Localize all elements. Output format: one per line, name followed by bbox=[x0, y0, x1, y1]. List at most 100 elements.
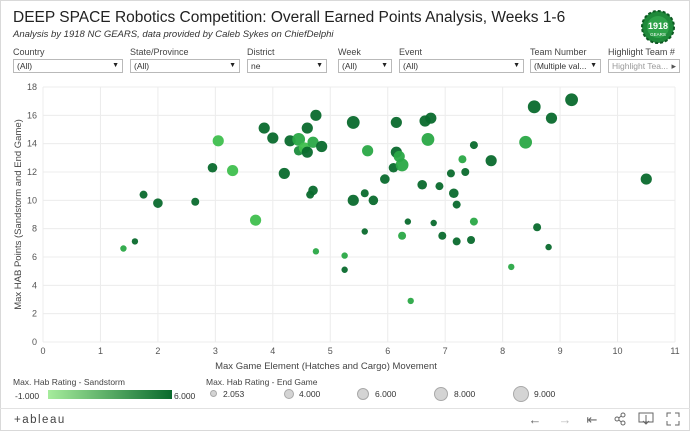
scatter-point bbox=[139, 190, 148, 199]
chevron-down-icon: ▼ bbox=[381, 62, 388, 69]
dropdown-value: (All) bbox=[342, 61, 358, 71]
y-tick-label: 6 bbox=[32, 252, 37, 262]
chevron-down-icon: ▼ bbox=[316, 62, 323, 69]
x-tick-label: 5 bbox=[328, 346, 333, 356]
size-circle bbox=[434, 387, 448, 401]
scatter-point bbox=[449, 188, 459, 199]
scatter-point bbox=[421, 133, 435, 146]
district-dropdown[interactable]: ne ▼ bbox=[247, 59, 327, 73]
input-placeholder: Highlight Tea... bbox=[612, 61, 669, 71]
scatter-point bbox=[368, 195, 379, 206]
scatter-point bbox=[469, 217, 478, 226]
dropdown-value: (All) bbox=[134, 61, 150, 71]
fullscreen-icon[interactable] bbox=[665, 412, 681, 428]
filter-label: Week bbox=[338, 47, 361, 57]
y-tick-label: 14 bbox=[27, 139, 37, 149]
scatter-point bbox=[446, 169, 455, 178]
x-tick-label: 9 bbox=[558, 346, 563, 356]
scatter-point bbox=[485, 155, 497, 167]
scatter-point bbox=[452, 237, 461, 246]
scatter-point bbox=[308, 185, 318, 196]
team-number-dropdown[interactable]: (Multiple val... ▼ bbox=[530, 59, 601, 73]
y-tick-label: 12 bbox=[27, 167, 37, 177]
scatter-point bbox=[362, 145, 374, 157]
scatter-point bbox=[347, 194, 359, 206]
dropdown-value: (Multiple val... bbox=[534, 61, 587, 71]
redo-icon[interactable]: → bbox=[558, 412, 572, 427]
x-tick-label: 8 bbox=[500, 346, 505, 356]
scatter-point bbox=[519, 135, 533, 149]
y-tick-label: 10 bbox=[27, 195, 37, 205]
x-tick-label: 10 bbox=[613, 346, 623, 356]
x-tick-label: 2 bbox=[155, 346, 160, 356]
dropdown-value: ne bbox=[251, 61, 261, 71]
scatter-point bbox=[545, 243, 552, 251]
scatter-point bbox=[312, 248, 320, 255]
x-tick-label: 0 bbox=[40, 346, 45, 356]
highlight-team-input[interactable]: Highlight Tea... ▸ bbox=[608, 59, 680, 73]
scatter-point bbox=[267, 132, 279, 144]
y-tick-label: 0 bbox=[32, 337, 37, 347]
scatter-point bbox=[461, 168, 470, 176]
scatter-point bbox=[417, 179, 428, 190]
revert-icon[interactable]: ⇤ bbox=[586, 412, 598, 427]
x-tick-label: 7 bbox=[443, 346, 448, 356]
scatter-point bbox=[527, 100, 541, 114]
size-label: 2.053 bbox=[223, 389, 245, 399]
scatter-point bbox=[404, 218, 412, 225]
scatter-point bbox=[398, 231, 407, 240]
scatter-point bbox=[301, 146, 313, 158]
scatter-point bbox=[212, 135, 224, 147]
scatter-point bbox=[310, 109, 322, 121]
scatter-point bbox=[395, 158, 409, 172]
x-tick-label: 4 bbox=[270, 346, 275, 356]
scatter-point bbox=[153, 198, 163, 208]
filter-label: Country bbox=[13, 47, 45, 57]
scatter-point bbox=[341, 252, 348, 259]
x-tick-label: 11 bbox=[670, 346, 679, 356]
scatter-point bbox=[425, 112, 437, 124]
x-tick-label: 3 bbox=[213, 346, 218, 356]
logo-text-top: 1918 bbox=[648, 21, 668, 31]
download-icon[interactable] bbox=[638, 412, 654, 428]
size-label: 8.000 bbox=[454, 389, 476, 399]
scatter-point bbox=[508, 263, 515, 271]
filter-label: District bbox=[247, 47, 275, 57]
filter-label: State/Province bbox=[130, 47, 189, 57]
chevron-down-icon: ▼ bbox=[229, 62, 236, 69]
download-glyph bbox=[638, 412, 654, 425]
page-title: DEEP SPACE Robotics Competition: Overall… bbox=[13, 9, 566, 26]
state-dropdown[interactable]: (All) ▼ bbox=[130, 59, 240, 73]
logo-text-bottom: GEARS bbox=[650, 32, 666, 37]
size-label: 6.000 bbox=[375, 389, 397, 399]
y-axis-label: Max HAB Points (Sandstorm and End Game) bbox=[13, 119, 24, 310]
share-icon[interactable] bbox=[612, 412, 628, 428]
gears-logo: 1918 GEARS bbox=[641, 10, 675, 44]
undo-icon[interactable]: ← bbox=[528, 412, 542, 427]
country-dropdown[interactable]: (All) ▼ bbox=[13, 59, 123, 73]
scatter-point bbox=[380, 174, 390, 184]
scatter-point bbox=[307, 136, 319, 148]
tableau-toolbar: +ableau ← → ⇤ bbox=[0, 408, 690, 432]
x-tick-label: 1 bbox=[98, 346, 103, 356]
scatter-point bbox=[533, 223, 542, 232]
dropdown-toggle-icon: ▸ bbox=[671, 61, 676, 71]
size-circle bbox=[284, 389, 294, 399]
tableau-logo[interactable]: +ableau bbox=[14, 414, 66, 426]
scatter-point bbox=[227, 164, 239, 177]
dropdown-value: (All) bbox=[17, 61, 33, 71]
scatter-point bbox=[565, 93, 578, 107]
week-dropdown[interactable]: (All) ▼ bbox=[338, 59, 392, 73]
color-legend-min: -1.000 bbox=[15, 391, 40, 401]
scatter-point bbox=[438, 231, 447, 240]
scatter-point bbox=[469, 141, 478, 150]
scatter-point bbox=[361, 228, 368, 235]
scatter-point bbox=[545, 112, 558, 124]
scatter-point bbox=[292, 133, 306, 146]
event-dropdown[interactable]: (All) ▼ bbox=[399, 59, 524, 73]
scatter-point bbox=[467, 236, 476, 244]
page-subtitle: Analysis by 1918 NC GEARS, data provided… bbox=[13, 29, 334, 40]
size-circle bbox=[513, 386, 529, 402]
y-tick-label: 16 bbox=[27, 110, 37, 120]
